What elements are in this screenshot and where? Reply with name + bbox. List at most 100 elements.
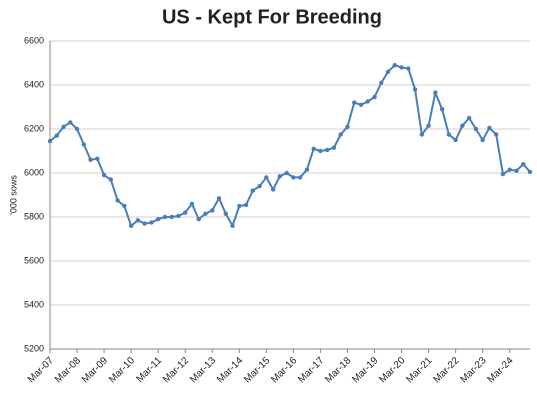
x-tick-label: Mar-23	[458, 355, 488, 385]
data-point	[480, 137, 485, 143]
data-point	[155, 217, 161, 222]
y-tick-label: 6000	[24, 167, 44, 177]
data-point	[331, 145, 337, 150]
data-point	[230, 223, 235, 228]
x-tick-label: Mar-16	[269, 355, 299, 385]
data-point	[162, 214, 168, 220]
x-tick-label: Mar-22	[431, 355, 461, 385]
data-point	[210, 208, 215, 213]
x-tick-label: Mar-14	[215, 355, 245, 385]
data-point	[128, 223, 134, 228]
data-point	[223, 211, 228, 216]
data-point	[216, 196, 222, 201]
x-tick-label: Mar-18	[323, 355, 353, 385]
data-point	[183, 210, 188, 215]
y-tick-label: 6600	[24, 35, 44, 45]
x-tick-label: Mar-12	[161, 355, 191, 385]
data-point	[453, 137, 458, 143]
x-tick-label: Mar-08	[53, 355, 83, 385]
data-point	[345, 124, 350, 129]
data-point	[352, 100, 357, 105]
data-point	[500, 171, 506, 177]
data-point	[473, 126, 479, 132]
data-point	[169, 214, 174, 220]
data-point	[324, 147, 330, 153]
data-point	[365, 99, 370, 104]
data-point	[338, 132, 343, 137]
data-point	[196, 217, 201, 222]
y-tick-label: 5600	[24, 255, 44, 265]
x-tick-label: Mar-15	[242, 355, 272, 385]
data-point	[521, 162, 526, 167]
data-point	[358, 102, 364, 108]
x-tick-label: Mar-19	[350, 355, 380, 385]
x-tick-label: Mar-21	[404, 355, 434, 385]
data-point	[135, 218, 141, 223]
y-tick-label: 6200	[24, 123, 44, 133]
data-point	[95, 156, 100, 161]
data-point	[257, 184, 262, 189]
data-point	[122, 203, 127, 209]
data-point	[399, 65, 404, 70]
data-point	[318, 148, 323, 154]
data-point	[493, 132, 499, 137]
chart-title: US - Kept For Breeding	[162, 6, 382, 28]
data-point	[61, 124, 66, 129]
data-point	[460, 123, 465, 128]
y-tick-label: 5800	[24, 211, 44, 221]
data-point	[68, 120, 73, 125]
data-point	[392, 62, 397, 68]
data-point	[74, 126, 80, 132]
data-point	[487, 125, 492, 131]
y-axis-label: '000 sows	[8, 175, 18, 215]
data-point	[142, 221, 147, 226]
x-tick-label: Mar-20	[377, 355, 407, 385]
data-point	[264, 175, 269, 180]
x-tick-label: Mar-11	[135, 355, 165, 385]
data-point	[372, 94, 377, 100]
data-point	[412, 87, 418, 92]
data-point	[439, 107, 445, 112]
y-tick-label: 6400	[24, 79, 44, 89]
data-point	[514, 168, 519, 173]
x-tick-label: Mar-10	[107, 355, 137, 385]
data-point	[291, 175, 296, 180]
data-point	[406, 66, 411, 71]
data-point	[311, 146, 316, 151]
data-point	[466, 115, 472, 121]
data-point	[203, 211, 208, 216]
data-point	[297, 175, 303, 180]
data-point	[47, 138, 53, 144]
x-tick-label: Mar-17	[296, 355, 326, 385]
x-tick-label: Mar-09	[80, 355, 110, 385]
data-point	[88, 157, 93, 162]
data-point	[101, 173, 107, 178]
data-point	[108, 177, 114, 182]
data-point	[81, 142, 87, 147]
data-point	[446, 132, 452, 137]
data-point	[419, 132, 425, 137]
data-point	[507, 167, 512, 172]
data-point	[115, 198, 120, 203]
data-point	[243, 202, 249, 208]
x-tick-label: Mar-24	[486, 355, 516, 385]
data-point	[527, 169, 533, 175]
data-point	[54, 133, 59, 138]
data-point	[379, 80, 384, 86]
data-point	[426, 123, 431, 128]
data-point	[385, 69, 391, 75]
y-tick-label: 5200	[24, 343, 44, 353]
x-tick-label: Mar-07	[26, 355, 56, 385]
data-point	[250, 188, 256, 193]
data-point	[304, 167, 310, 172]
y-tick-label: 5400	[24, 299, 44, 309]
data-point	[277, 174, 283, 179]
data-point	[433, 90, 438, 95]
data-point	[270, 187, 276, 192]
x-tick-label: Mar-13	[188, 355, 218, 385]
data-point	[237, 203, 242, 209]
data-point	[176, 213, 181, 219]
data-point	[189, 201, 195, 206]
series-line	[49, 64, 531, 229]
